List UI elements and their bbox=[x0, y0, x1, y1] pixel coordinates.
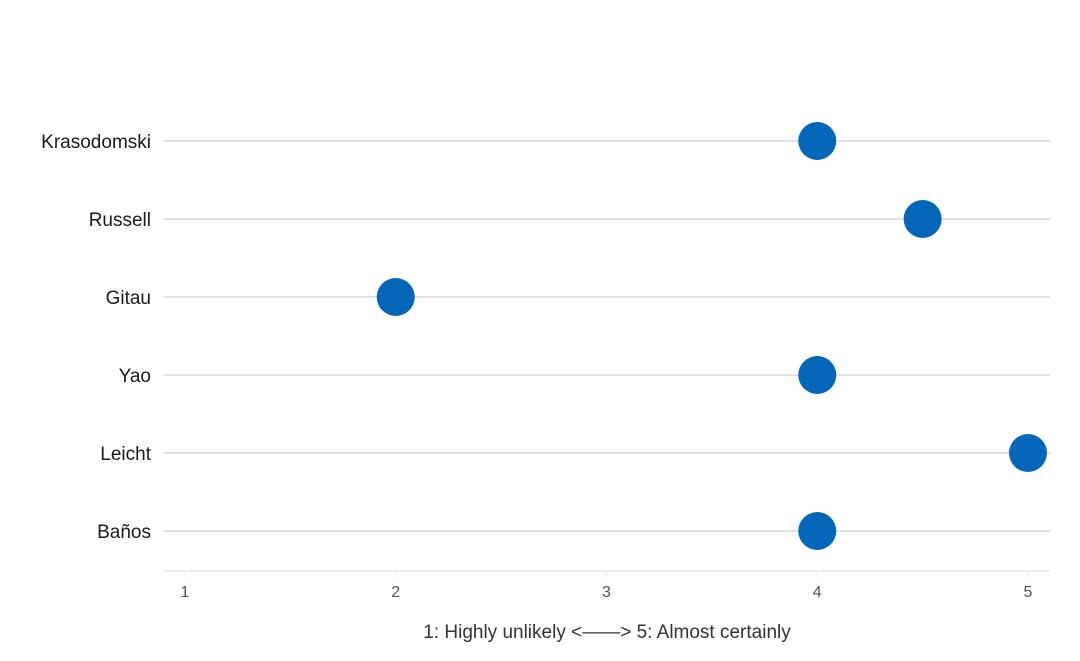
data-point bbox=[798, 356, 837, 394]
category-label: Gitau bbox=[106, 288, 151, 309]
category-labels: Krasodomski Russell Gitau Yao Leicht Baños bbox=[41, 132, 152, 543]
data-point bbox=[903, 200, 942, 238]
category-label: Baños bbox=[97, 522, 151, 543]
data-point bbox=[1009, 434, 1047, 472]
x-tick-label: 4 bbox=[813, 584, 822, 601]
x-axis-title: 1: Highly unlikely <——> 5: Almost certai… bbox=[423, 622, 791, 643]
x-tick-label: 2 bbox=[391, 584, 400, 601]
data-point bbox=[798, 512, 837, 550]
category-label: Yao bbox=[119, 366, 151, 387]
x-tick-label: 5 bbox=[1024, 584, 1033, 601]
data-point bbox=[798, 122, 837, 160]
category-label: Russell bbox=[89, 210, 151, 231]
category-label: Leicht bbox=[100, 444, 151, 465]
data-point bbox=[376, 278, 415, 316]
x-tick-label: 1 bbox=[181, 584, 190, 601]
data-points bbox=[376, 122, 1047, 550]
x-tick-label: 3 bbox=[602, 584, 611, 601]
gridlines bbox=[164, 140, 1050, 532]
x-axis-ticks: 1 2 3 4 5 bbox=[181, 571, 1033, 601]
category-label: Krasodomski bbox=[41, 132, 151, 153]
